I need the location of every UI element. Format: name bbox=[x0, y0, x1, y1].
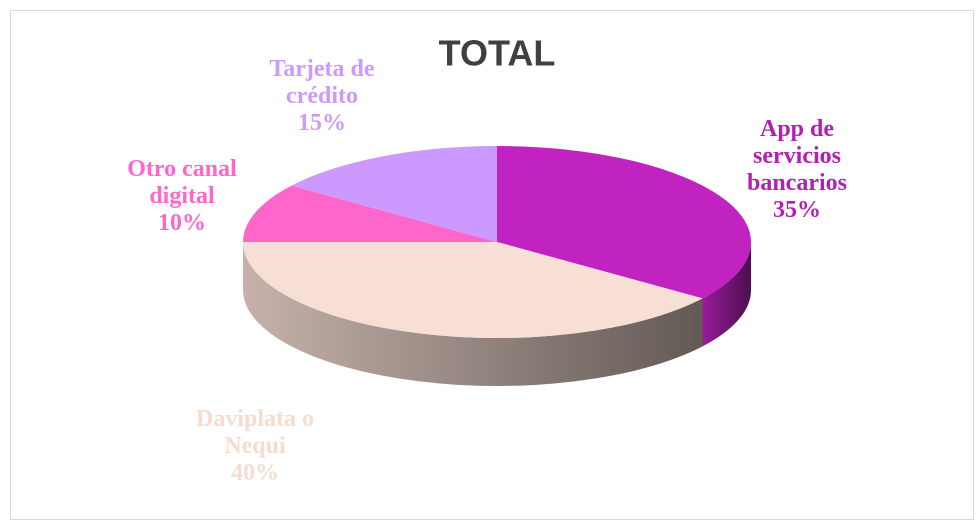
slice-label: Otro canal digital 10% bbox=[112, 156, 252, 237]
slice bbox=[243, 185, 497, 242]
value-label: 10% bbox=[158, 210, 206, 236]
category-label: Tarjeta de crédito bbox=[269, 56, 375, 109]
slice-label: App de servicios bancarios 35% bbox=[727, 116, 867, 224]
slice-side bbox=[243, 242, 703, 386]
slice-label: Daviplata o Nequi 40% bbox=[180, 406, 330, 487]
slice-label: Tarjeta de crédito 15% bbox=[252, 56, 392, 137]
slice-side bbox=[702, 242, 751, 347]
value-label: 35% bbox=[773, 197, 821, 223]
category-label: Daviplata o Nequi bbox=[195, 406, 314, 459]
slice bbox=[291, 146, 497, 242]
value-label: 15% bbox=[298, 110, 346, 136]
category-label: Otro canal digital bbox=[127, 156, 237, 209]
value-label: 40% bbox=[231, 460, 279, 486]
category-label: App de servicios bancarios bbox=[746, 116, 847, 196]
slice bbox=[497, 146, 751, 299]
slice bbox=[243, 242, 703, 338]
chart-title: TOTAL bbox=[439, 33, 556, 74]
